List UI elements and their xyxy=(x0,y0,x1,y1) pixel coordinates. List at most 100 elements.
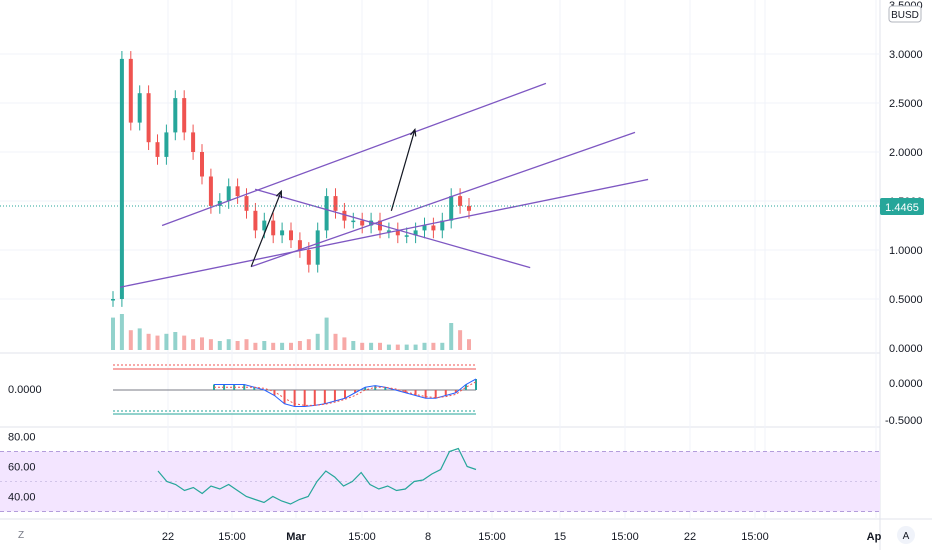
volume-bar xyxy=(271,342,276,350)
price-tick-label: 2.0000 xyxy=(889,147,923,159)
price-tick-label: 2.5000 xyxy=(889,98,923,110)
volume-bar xyxy=(395,344,400,350)
volume-bar xyxy=(306,339,311,350)
volume-bar xyxy=(386,344,391,350)
candle-body xyxy=(208,176,213,206)
trendline-upper-channel xyxy=(161,82,547,227)
volume-bar xyxy=(208,339,213,350)
volume-bar xyxy=(458,330,463,350)
volume-bar xyxy=(449,323,454,350)
candle-body xyxy=(128,58,133,123)
rsi-tick-label: 80.00 xyxy=(8,432,36,444)
volume-bar xyxy=(119,314,124,350)
time-tick-label: 15:00 xyxy=(741,531,769,543)
trendline-pennant-top xyxy=(254,188,531,269)
candle-body xyxy=(395,230,400,236)
candle-body xyxy=(369,220,374,226)
auto-scale-button-bg[interactable] xyxy=(897,526,915,544)
volume-bar xyxy=(191,339,196,350)
candle-body xyxy=(244,196,249,211)
candle-body xyxy=(262,220,267,231)
volume-bars xyxy=(111,314,471,350)
arrow-arrow-up-1 xyxy=(250,190,282,267)
volume-bar xyxy=(378,342,382,350)
currency-label: BUSD xyxy=(891,10,919,21)
price-tick-label: 3.0000 xyxy=(889,49,923,61)
rsi-tick-label: 60.00 xyxy=(8,462,36,474)
last-price-label: 1.4465 xyxy=(885,202,919,214)
time-tick-label: 15:00 xyxy=(218,531,246,543)
time-tick-label: 15:00 xyxy=(348,531,376,543)
volume-bar xyxy=(137,328,142,350)
arrow-arrow-up-2 xyxy=(390,129,416,211)
auto-scale-button[interactable]: A xyxy=(903,531,910,542)
macd-pane xyxy=(113,364,477,415)
volume-bar xyxy=(315,333,320,350)
volume-bar xyxy=(351,341,356,350)
volume-bar xyxy=(369,342,374,350)
volume-bar xyxy=(226,339,231,350)
volume-bar xyxy=(173,332,178,350)
rsi-tick-label: 40.00 xyxy=(8,492,36,504)
macd-left-value: 0.0000 xyxy=(8,384,42,396)
time-tick-label: 8 xyxy=(425,531,431,543)
time-tick-label: Ap xyxy=(867,531,882,543)
volume-bar xyxy=(333,333,338,350)
volume-bar xyxy=(155,335,160,350)
volume-bar xyxy=(467,339,471,350)
volume-bar xyxy=(182,335,187,350)
trendline-middle-channel xyxy=(250,131,636,268)
volume-bar xyxy=(431,342,436,350)
macd-tick-label: 0.0000 xyxy=(889,378,923,390)
time-tick-label: 15:00 xyxy=(478,531,506,543)
rsi-pane xyxy=(157,447,477,505)
candle-body xyxy=(333,196,338,211)
time-tick-label: 15 xyxy=(554,531,566,543)
volume-bar xyxy=(440,342,445,350)
candle-body xyxy=(422,225,427,231)
candle-body xyxy=(306,250,311,265)
volume-bar xyxy=(297,341,302,350)
time-tick-label: 22 xyxy=(684,531,696,543)
volume-bar xyxy=(413,344,418,350)
candle-body xyxy=(386,230,391,232)
trendlines[interactable] xyxy=(120,82,649,288)
arrow-head xyxy=(410,127,417,137)
macd-line xyxy=(214,378,477,407)
candle-body xyxy=(467,205,471,211)
volume-bar xyxy=(164,333,169,350)
price-tick-label: 0.5000 xyxy=(889,294,923,306)
volume-bar xyxy=(360,342,365,350)
arrow-head xyxy=(275,189,283,199)
candle-body xyxy=(164,132,169,157)
volume-bar xyxy=(289,342,293,350)
candle-body xyxy=(351,220,356,223)
axes: 3.50003.00002.50002.00001.50001.00000.50… xyxy=(8,0,923,543)
time-tick-label: Mar xyxy=(286,531,306,543)
volume-bar xyxy=(128,330,133,350)
candle-body xyxy=(137,93,142,123)
macd-tick-label: -0.5000 xyxy=(885,415,922,427)
candle-body xyxy=(297,240,302,250)
zoom-toggle-button[interactable]: Z xyxy=(18,530,24,541)
candle-body xyxy=(182,98,187,133)
candle-body xyxy=(155,142,160,157)
trendline-lower-channel xyxy=(120,178,649,288)
volume-bar xyxy=(244,339,249,350)
volume-bar xyxy=(217,341,222,350)
candle-body xyxy=(191,132,196,152)
candle-body xyxy=(449,196,454,221)
volume-bar xyxy=(253,342,258,350)
currency-badge[interactable] xyxy=(888,5,922,23)
candle-body xyxy=(280,230,285,236)
time-tick-label: 15:00 xyxy=(611,531,639,543)
candle-body xyxy=(404,235,409,237)
volume-bar xyxy=(146,333,151,350)
candle-body xyxy=(324,196,329,231)
volume-bar xyxy=(235,341,240,350)
volume-bar xyxy=(280,342,285,350)
volume-bar xyxy=(200,337,204,350)
rsi-line xyxy=(157,447,477,505)
candle-body xyxy=(119,58,124,300)
